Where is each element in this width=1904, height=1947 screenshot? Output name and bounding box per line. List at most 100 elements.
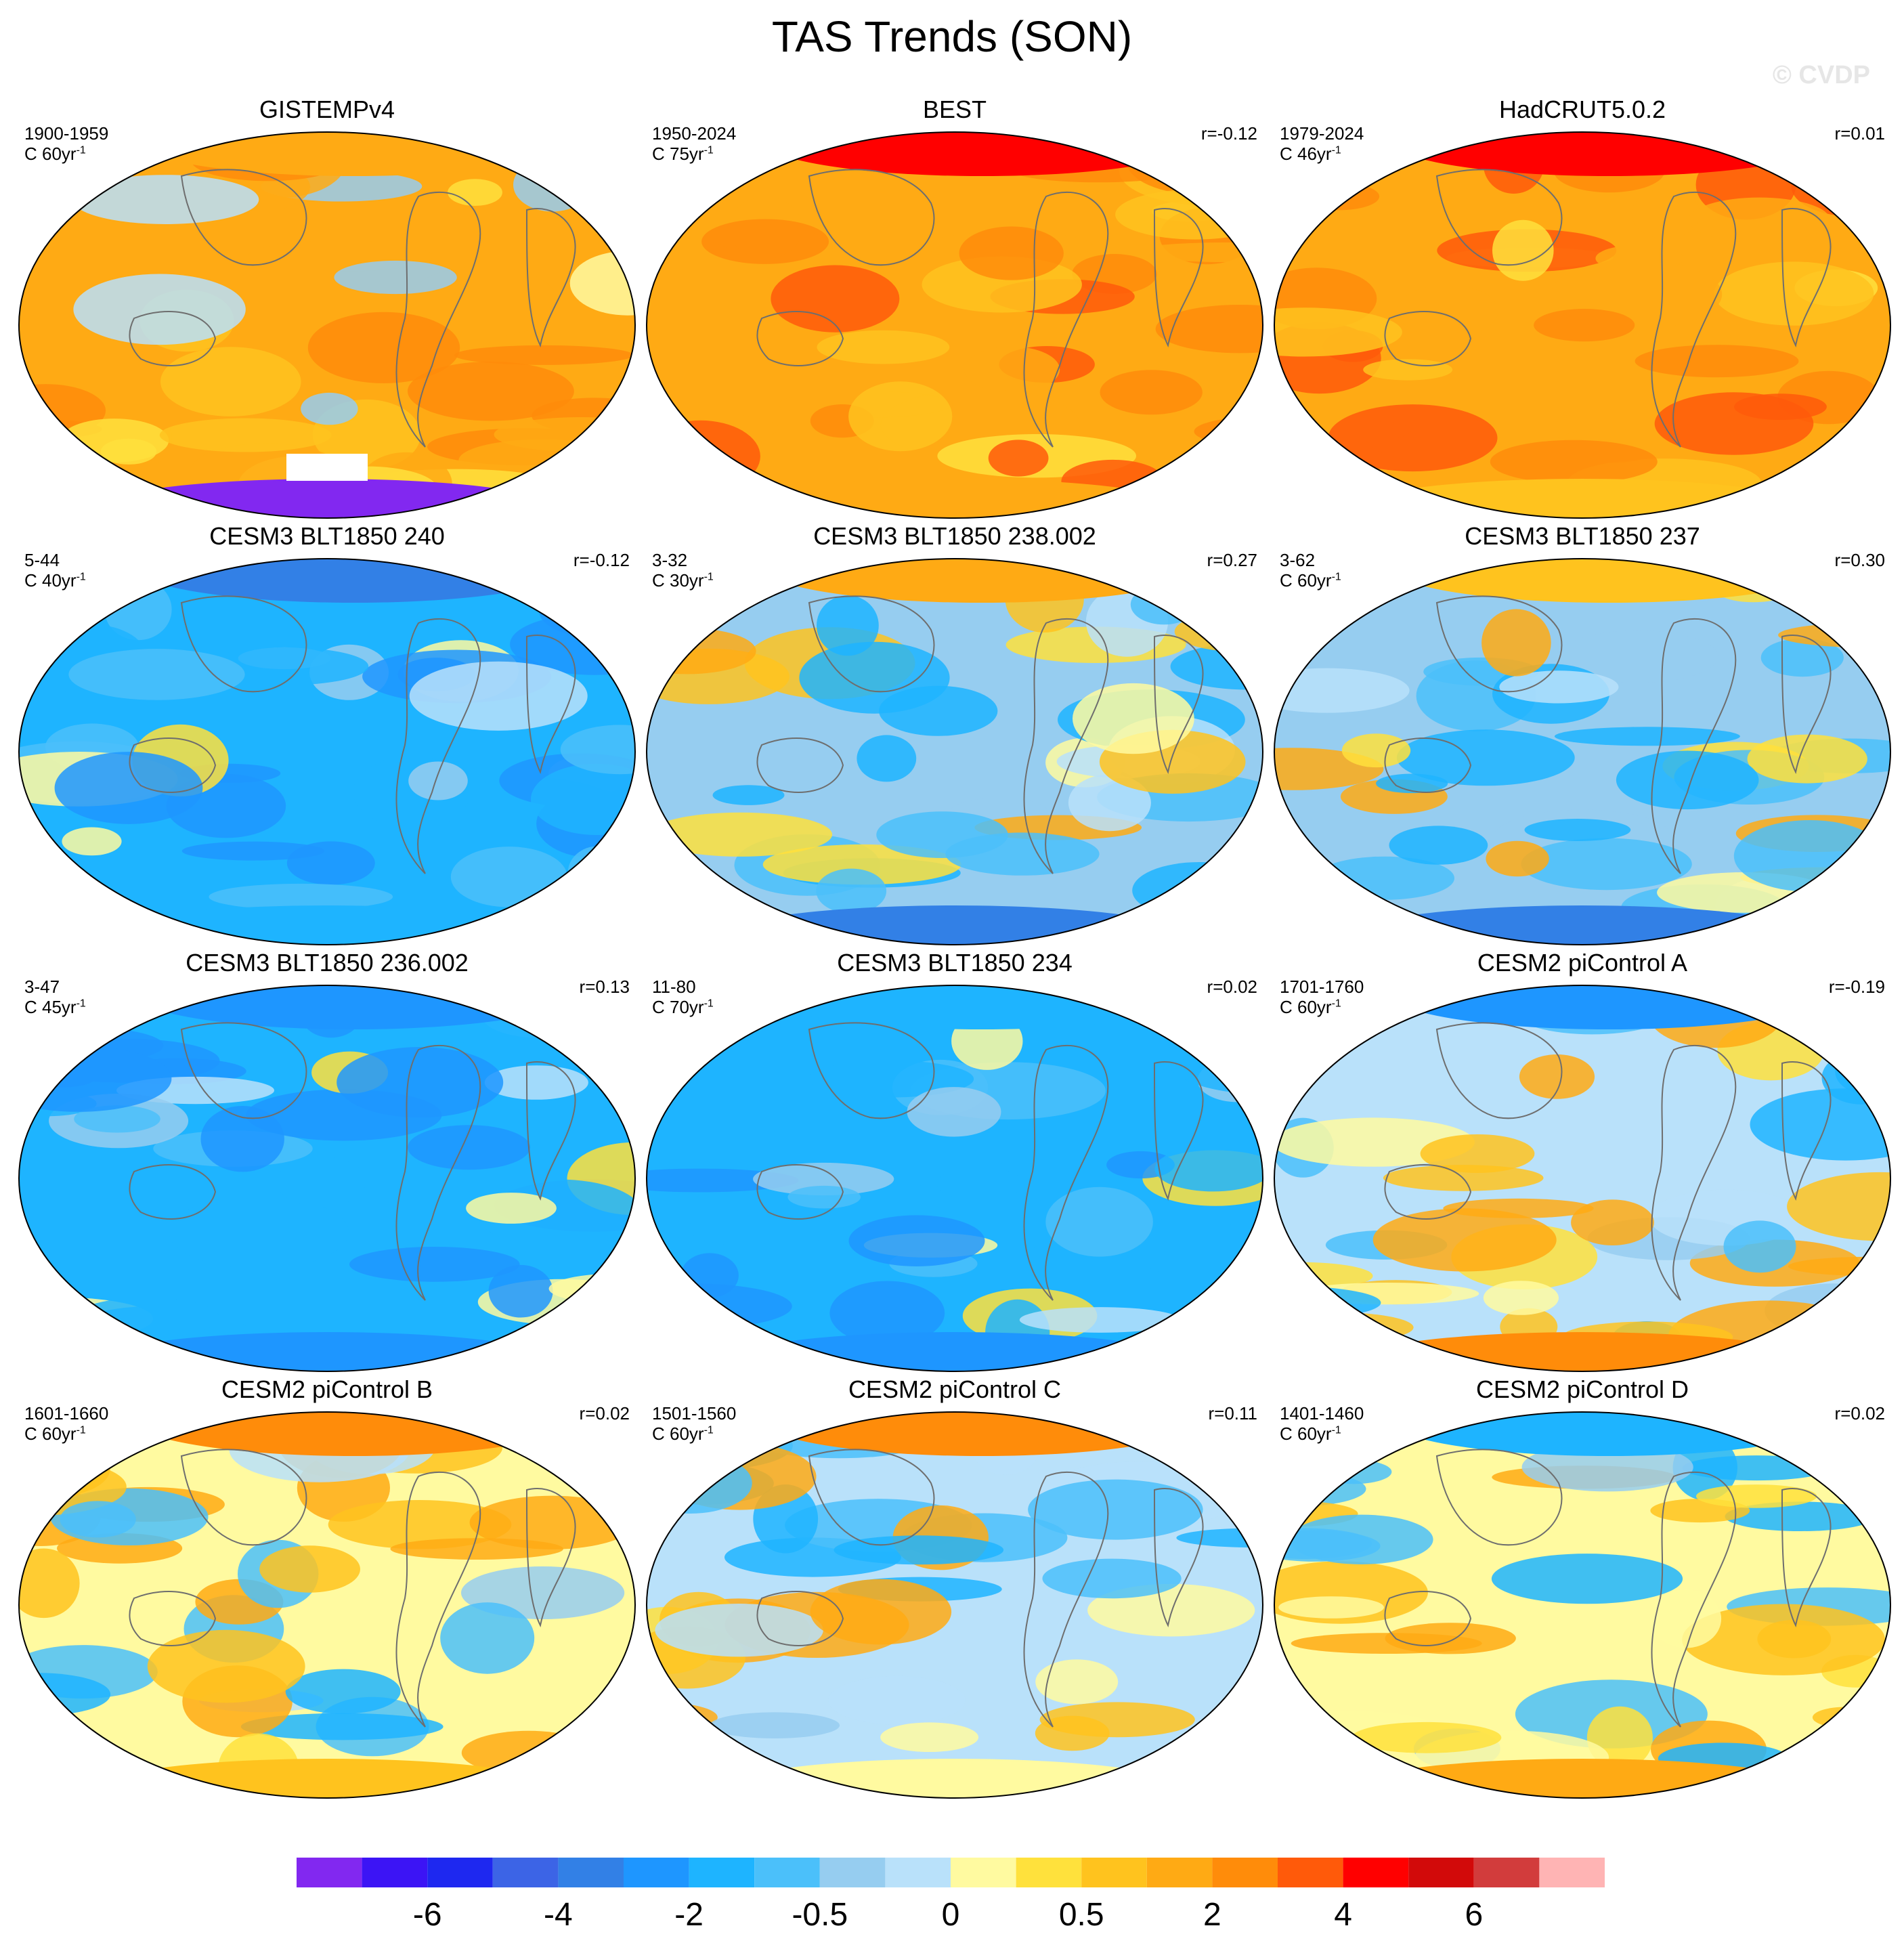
coastline [129,1164,217,1220]
antarctic-anomaly [711,905,1198,945]
trend-map [18,131,636,519]
antarctic-anomaly [83,1759,571,1798]
coastline [525,208,576,348]
antarctic-anomaly [1339,1759,1826,1798]
anomaly-patch [72,175,259,224]
panel-units-text: C 45yr [24,997,77,1017]
pattern-correlation: r=0.27 [1207,550,1257,570]
anomaly-patch [1192,612,1263,633]
coastline [808,169,935,266]
colorbar-tick-label: -0.5 [792,1897,848,1933]
colorbar-swatch [1081,1858,1147,1887]
anomaly-patch [454,345,634,365]
anomaly-patch [1397,284,1498,337]
anomaly-patch [200,1106,284,1172]
anomaly-patch [448,179,502,206]
panel-units-exponent: -1 [76,1424,86,1436]
antarctic-anomaly [83,905,571,945]
coastline [395,1471,481,1728]
anomaly-patch [19,1742,76,1797]
panel-units-text: C 60yr [1280,997,1332,1017]
anomaly-patch [701,219,829,264]
anomaly-patch [62,827,122,856]
anomaly-patch [1396,729,1575,786]
panel-units-exponent: -1 [704,1424,714,1436]
panel-title: CESM3 BLT1850 237 [1465,522,1700,550]
arctic-anomaly [1386,1412,1833,1456]
anomaly-patch [1341,733,1411,768]
panel-units-exponent: -1 [704,998,714,1010]
panel-units-exponent: -1 [704,571,714,583]
coastline [808,595,935,693]
panel-period: 1701-1760 [1280,977,1364,997]
anomaly-patch [1524,819,1631,841]
panel-title: CESM2 piControl D [1475,1375,1689,1403]
coastline [756,1164,844,1220]
anomaly-patch [1534,309,1635,342]
panel-units-exponent: -1 [1331,571,1341,583]
map-border [1274,1411,1891,1799]
panel-units-exponent: -1 [76,571,86,583]
anomaly-patch [848,1215,985,1266]
anomaly-patch [328,1500,512,1549]
anomaly-patch [907,1087,1001,1137]
panel-period: 3-32 [652,550,688,570]
trend-map [18,985,636,1372]
anomaly-patch [1557,630,1718,683]
panel-units-exponent: -1 [1331,998,1341,1010]
coastline [525,1061,576,1201]
coastline [1651,618,1737,874]
coastline [1781,1488,1832,1628]
anomaly-patch [1616,750,1759,810]
map-border [646,558,1263,945]
coastline [756,737,844,793]
colorbar-swatch [1278,1858,1343,1887]
missing-data-area [286,454,368,481]
anomaly-patch [655,1604,823,1657]
coastline [1781,635,1832,775]
anomaly-patch [688,1210,835,1247]
antarctic-anomaly [1339,1332,1826,1371]
map-panel: HadCRUT5.0.2 1979-2024 C 46yr-1 r=0.01 [1268,95,1897,521]
panel-units-text: C 60yr [1280,1424,1332,1444]
antarctic-anomaly [1339,479,1826,518]
pattern-correlation: r=0.02 [579,1403,630,1424]
anomaly-patch [647,1168,799,1193]
anomaly-patch [1554,727,1740,746]
colorbar-swatch [1539,1858,1605,1887]
anomaly-patch [1155,305,1263,354]
anomaly-patch [1054,1035,1202,1075]
anomaly-patch [1486,840,1549,877]
pattern-correlation: r=0.30 [1834,550,1885,570]
anomaly-patch [787,1185,861,1209]
colorbar-tick-label: -4 [544,1897,573,1933]
coastline [1651,191,1737,448]
anomaly-patch [1688,197,1830,243]
panel-units: C 60yr-1 [1280,1424,1341,1444]
coastline [1781,1061,1832,1201]
colorbar-tick-label: -6 [413,1897,442,1933]
anomaly-patch [259,1545,360,1593]
map-panel: GISTEMPv4 1900-1959 C 60yr-1 [12,95,642,521]
arctic-anomaly [758,559,1205,603]
panel-units-text: C 30yr [652,570,704,591]
panel-period: 1950-2024 [652,123,737,144]
coastline [129,1591,217,1646]
anomaly-patch [1757,1619,1832,1659]
pattern-correlation: r=0.11 [1208,1403,1257,1424]
coastline [1023,1471,1109,1728]
coastline [756,311,844,366]
trend-map [18,1411,636,1799]
anomaly-patch [1073,683,1194,754]
panel-units-exponent: -1 [1331,144,1341,156]
panel-period: 1501-1560 [652,1403,737,1424]
anomaly-patch [440,1602,535,1674]
arctic-anomaly [131,985,578,1029]
anomaly-patch [959,226,1064,280]
anomaly-patch [1483,1281,1559,1315]
anomaly-patch [1129,1216,1248,1276]
anomaly-patch [466,1193,557,1224]
antarctic-anomaly [711,479,1198,518]
coastline [395,1044,481,1301]
anomaly-patch [73,274,246,345]
